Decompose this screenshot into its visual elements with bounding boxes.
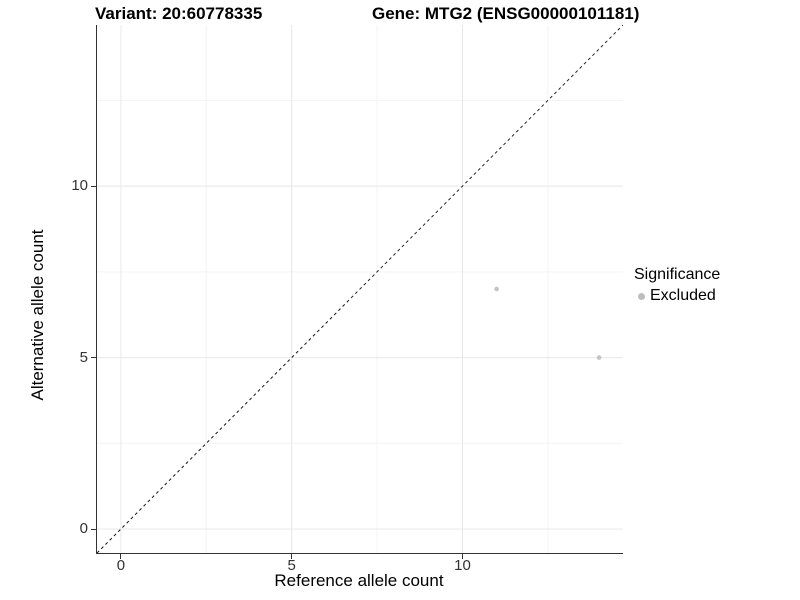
identity-line [97,25,623,553]
variant-title: Variant: 20:60778335 [95,4,263,23]
y-tick-label: 5 [79,348,88,366]
x-tick-label: 10 [454,557,471,574]
data-point [596,355,602,360]
y-tick-mark [91,528,96,530]
x-tick-label: 0 [116,557,126,574]
x-axis-title: Reference allele count [274,571,444,590]
y-tick-mark [91,357,96,359]
y-tick-label: 10 [71,177,88,195]
excluded-point-icon [638,292,645,300]
legend-item-excluded: Excluded [634,287,720,305]
data-point [494,286,499,292]
chart-canvas [97,25,623,553]
legend: Significance Excluded [634,266,720,305]
x-tick-mark [120,554,122,559]
plot-panel [96,25,623,554]
x-tick-mark [291,554,293,559]
legend-item-label: Excluded [650,287,716,304]
legend-title: Significance [634,266,721,283]
y-axis-title: Alternative allele count [28,229,47,401]
y-tick-mark [91,185,96,187]
x-tick-mark [461,554,463,559]
x-tick-label: 5 [287,557,296,574]
gene-title: Gene: MTG2 (ENSG00000101181) [372,4,640,23]
y-tick-label: 0 [79,520,88,537]
